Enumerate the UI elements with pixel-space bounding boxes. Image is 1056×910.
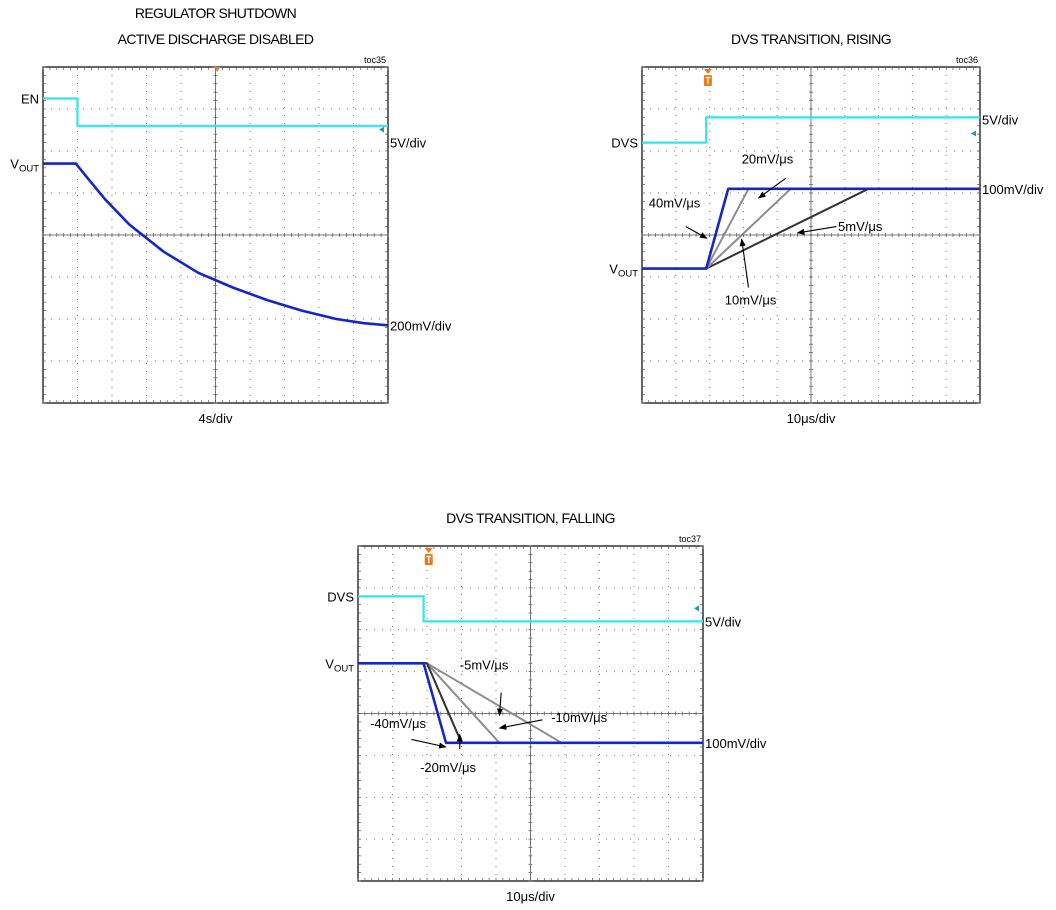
slew-rate-annotation: -40mV/μs xyxy=(370,716,426,731)
trigger-arrow-shape xyxy=(703,69,712,74)
annotation-arrow xyxy=(685,226,708,239)
chart-tag: toc37 xyxy=(679,534,701,544)
channel-label: VOUT xyxy=(325,656,354,674)
chart-title-line: REGULATOR SHUTDOWN xyxy=(135,5,296,21)
annotation-arrow xyxy=(796,226,837,235)
slew-rate-annotation: 5mV/μs xyxy=(838,219,883,234)
trigger-arrow-shape xyxy=(214,67,221,72)
scale-label: 5V/div xyxy=(705,614,742,629)
trigger-arrow-shape xyxy=(424,548,433,553)
chart-title-line: DVS TRANSITION, RISING xyxy=(731,31,891,47)
channel-label: DVS xyxy=(327,589,354,604)
annotation-arrow xyxy=(496,692,504,717)
trace-group xyxy=(43,97,389,327)
trigger-marker-icon xyxy=(703,69,712,86)
trigger-t-glyph xyxy=(705,76,711,84)
scale-label: 100mV/div xyxy=(705,736,767,751)
slew-rate-annotation: 10mV/μs xyxy=(725,292,777,307)
slew-rate-annotation: -10mV/μs xyxy=(551,710,607,725)
series-trace-0 xyxy=(43,97,388,127)
channel-marker-icon xyxy=(379,126,384,133)
chart-title-line: DVS TRANSITION, FALLING xyxy=(446,510,615,526)
time-scale-label: 4s/div xyxy=(199,411,233,426)
chart-tag: toc35 xyxy=(364,55,386,65)
trigger-marker-icon xyxy=(424,548,433,565)
channel-marker-icon xyxy=(694,605,699,612)
scale-label: 200mV/div xyxy=(390,318,452,333)
trace-group xyxy=(642,116,980,270)
time-scale-label: 10μs/div xyxy=(787,411,836,426)
series-trace-0 xyxy=(358,595,703,623)
center-ticks xyxy=(357,545,704,882)
channel-label: DVS xyxy=(611,136,638,151)
trigger-t-glyph xyxy=(426,555,432,563)
series-trace-0 xyxy=(642,116,980,144)
slew-rate-annotation: 40mV/μs xyxy=(649,196,701,211)
chart-title-line: ACTIVE DISCHARGE DISABLED xyxy=(118,31,314,47)
scale-label: 100mV/div xyxy=(982,182,1044,197)
channel-label: EN xyxy=(21,92,39,107)
scale-label: 5V/div xyxy=(982,113,1019,128)
annotation-arrow xyxy=(498,719,543,730)
scale-label: 5V/div xyxy=(390,136,427,151)
channel-label: VOUT xyxy=(10,157,39,175)
slew-rate-annotation: 20mV/μs xyxy=(742,152,794,167)
trace-group xyxy=(358,595,703,745)
center-ticks xyxy=(641,66,981,404)
chart-tag: toc36 xyxy=(956,55,978,65)
annotation-arrow xyxy=(411,738,447,749)
annotation-arrow xyxy=(739,238,750,288)
series-trace-4 xyxy=(358,662,703,745)
series-trace-1 xyxy=(43,162,389,327)
time-scale-label: 10μs/div xyxy=(506,889,555,904)
channel-label: VOUT xyxy=(609,262,638,280)
series-trace-4 xyxy=(642,187,980,270)
channel-marker-icon xyxy=(971,130,976,137)
center-ticks xyxy=(42,66,389,404)
annotation-arrow xyxy=(757,177,786,199)
slew-rate-annotation: -5mV/μs xyxy=(460,658,509,673)
slew-rate-annotation: -20mV/μs xyxy=(420,760,476,775)
trigger-marker-icon xyxy=(214,67,221,72)
